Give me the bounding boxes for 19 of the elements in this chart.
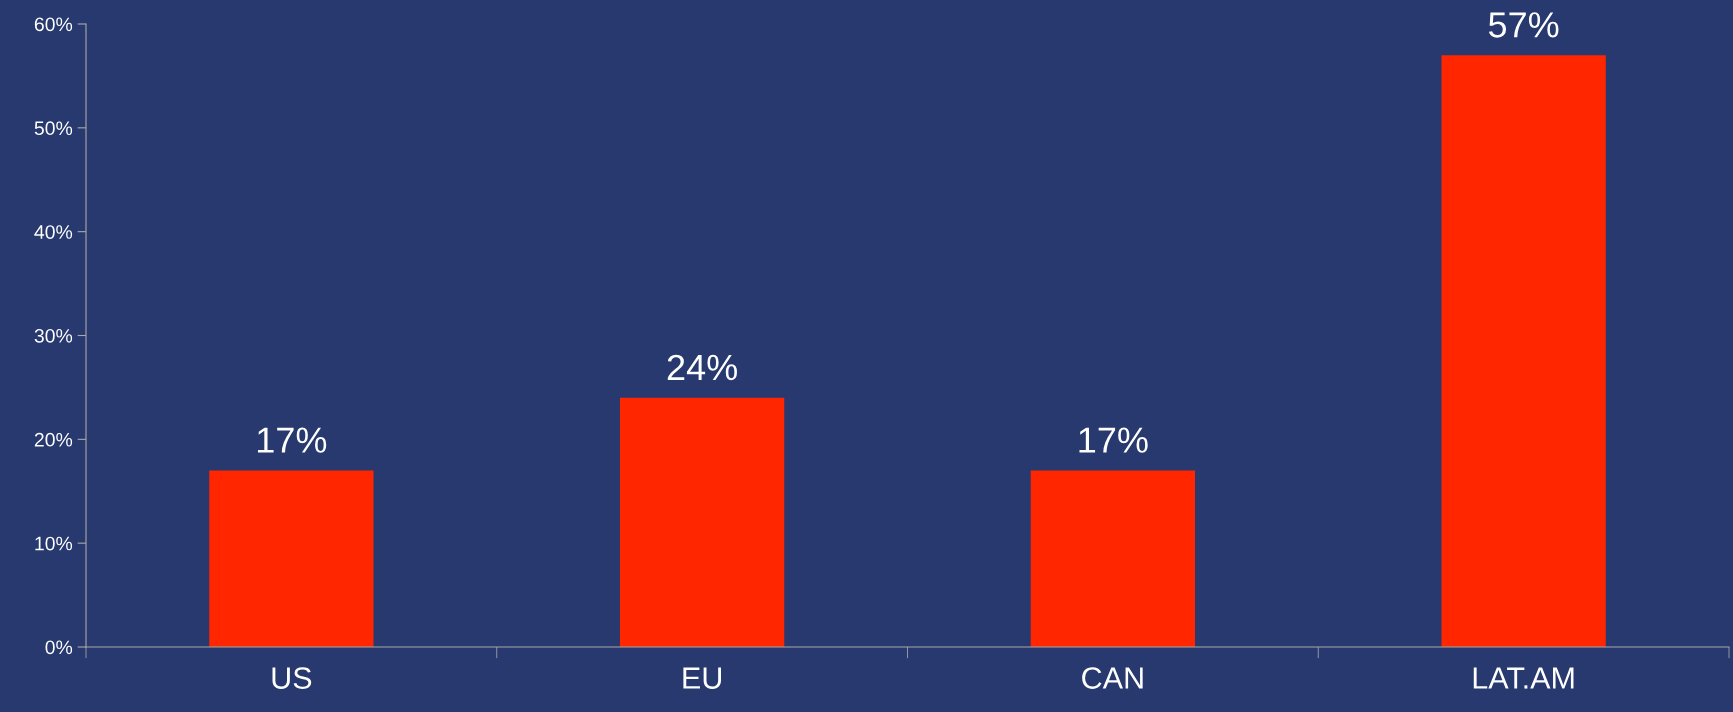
x-tick-label: EU [683,667,721,689]
bar [209,470,374,647]
bar [619,397,785,647]
y-tick-label: 40% [34,225,73,239]
data-label: 17% [1079,427,1148,453]
x-tick-label: CAN [1082,667,1143,689]
bar [1030,470,1196,647]
y-tick-label: 30% [34,328,73,343]
y-tick-label: 20% [34,432,73,447]
data-label: 57% [1488,12,1559,38]
y-tick-label: 50% [34,121,73,136]
data-label: 17% [257,427,327,453]
x-tick-label: LAT.AM [1473,667,1574,689]
x-tick-label: US [272,667,312,689]
data-label: 24% [667,354,737,381]
bar [1441,55,1606,647]
y-tick-label: 10% [35,536,73,551]
y-tick-label: 0% [45,640,73,655]
y-tick-label: 60% [34,17,73,32]
